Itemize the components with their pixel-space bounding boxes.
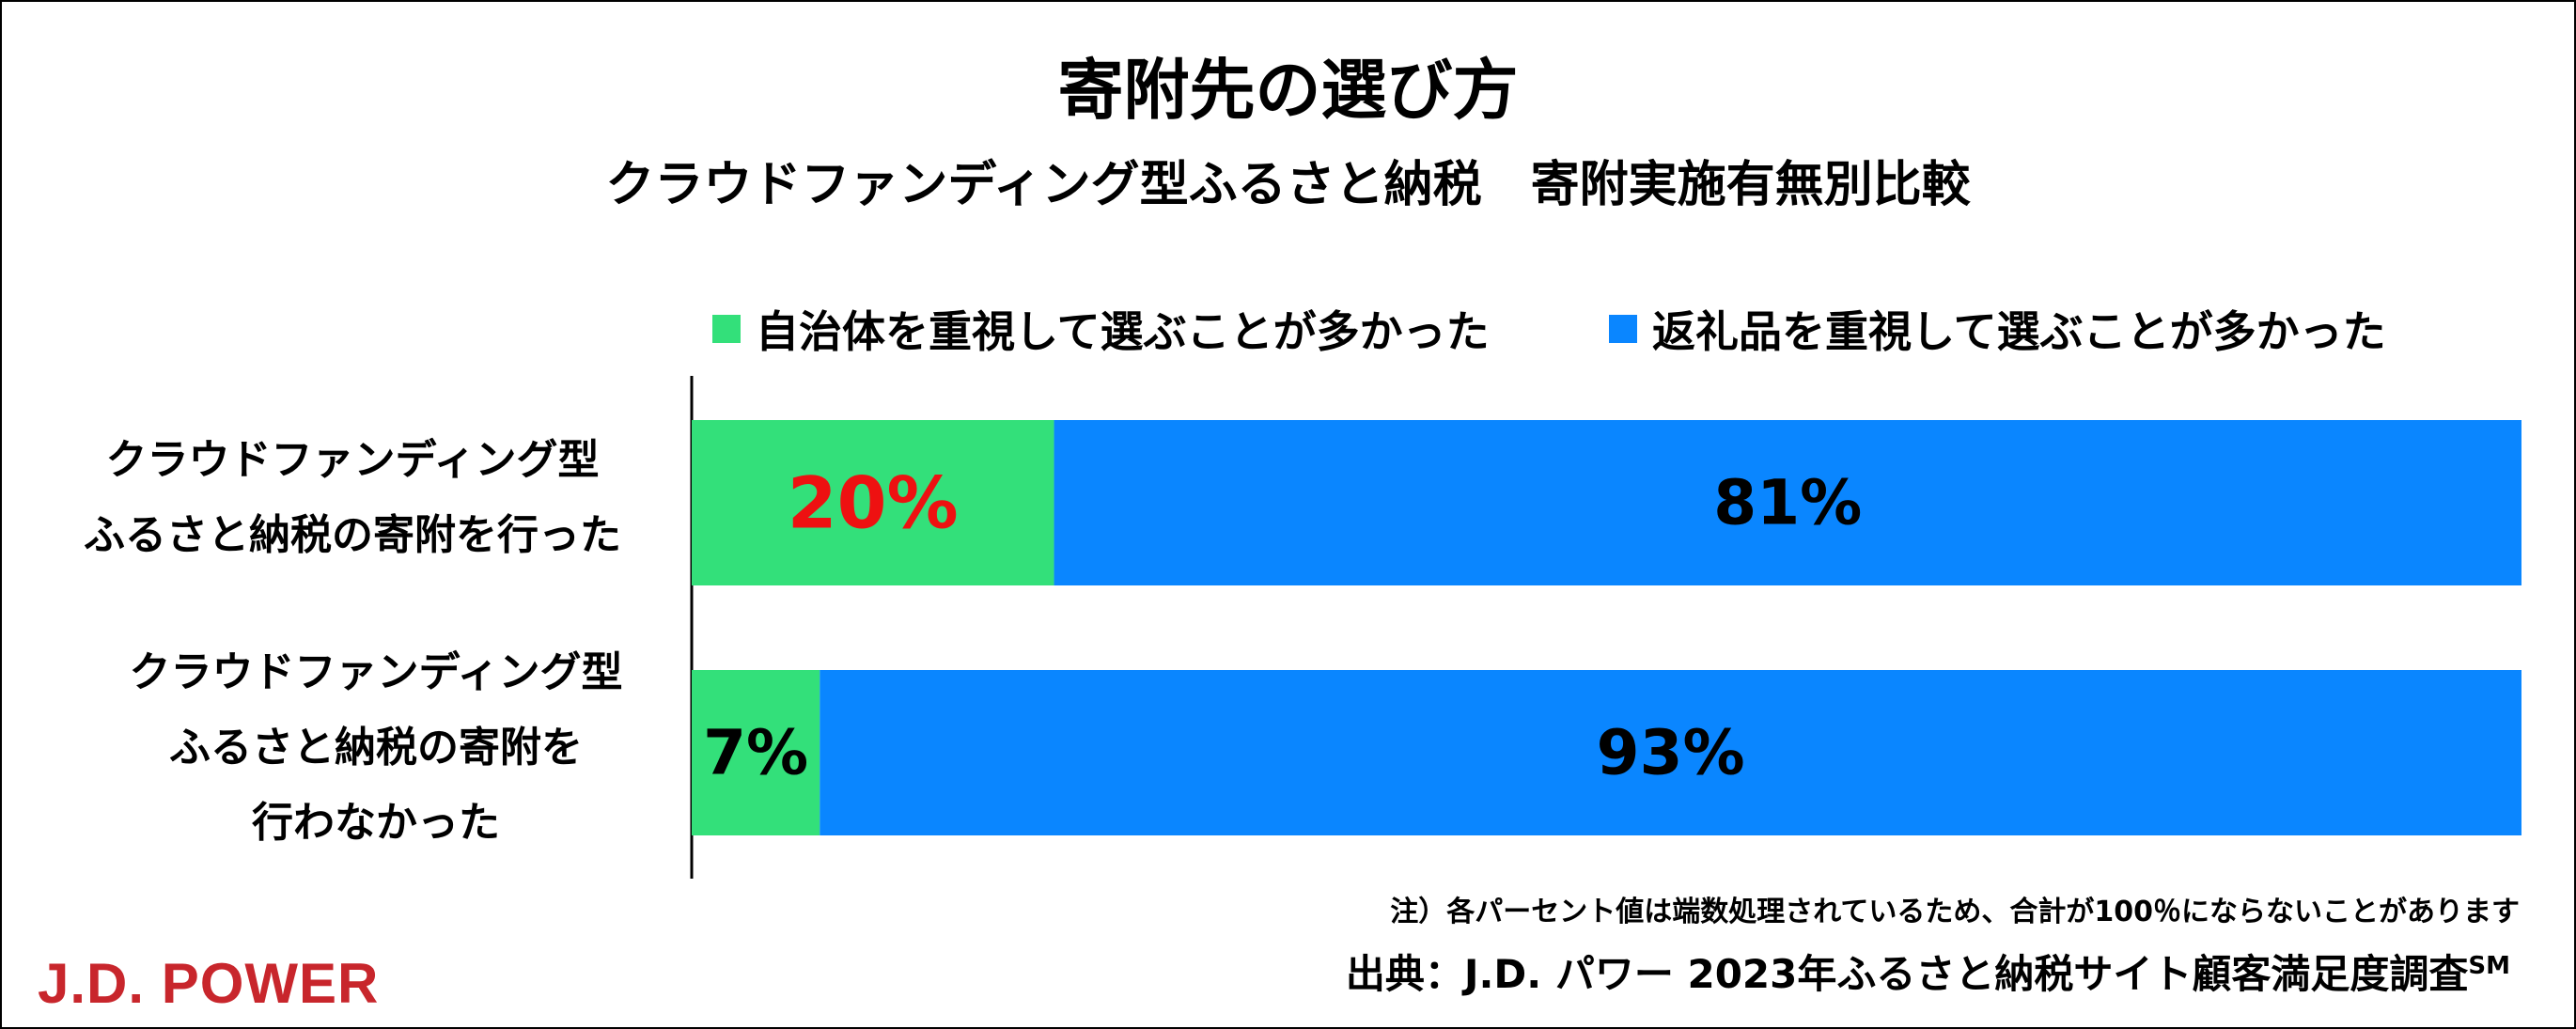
category-label-line: 行わなかった — [252, 799, 500, 847]
chart-subtitle: クラウドファンディング型ふるさと納税 寄附実施有無別比較 — [605, 157, 1971, 213]
data-label-s0-c0: 20% — [788, 461, 959, 545]
data-label-s1-c0: 81% — [1713, 467, 1862, 539]
bar-segment-s0-c1 — [692, 670, 820, 835]
source-text: 出典：J.D. パワー 2023年ふるさと納税サイト顧客満足度調査 — [1345, 951, 2469, 997]
category-label-line: クラウドファンディング型 — [129, 648, 623, 696]
legend-swatch-blue — [1609, 315, 1637, 343]
category-label-line: クラウドファンディング型 — [105, 436, 600, 484]
data-label-s1-c1: 93% — [1597, 717, 1745, 789]
legend-label-local-government: 自治体を重視して選ぶことが多かった — [756, 306, 1490, 357]
legend-label-return-gift: 返礼品を重視して選ぶことが多かった — [1652, 306, 2386, 357]
service-mark: SM — [2468, 952, 2510, 980]
legend-swatch-green — [712, 315, 741, 343]
category-label-line: ふるさと納税の寄附を — [169, 724, 583, 772]
data-label-s0-c1: 7% — [703, 717, 808, 789]
source-citation: 出典：J.D. パワー 2023年ふるさと納税サイト顧客満足度調査SM — [913, 943, 2510, 1000]
bar-segment-s1-c1 — [820, 670, 2521, 835]
category-label-line: ふるさと納税の寄附を行った — [84, 511, 621, 559]
category-label-not-donated: クラウドファンディング型 ふるさと納税の寄附を 行わなかった — [47, 635, 705, 861]
chart-title: 寄附先の選び方 — [1057, 52, 1519, 129]
bar-segment-s0-c0 — [692, 420, 1054, 585]
legend-item-local-government: 自治体を重視して選ぶことが多かった — [712, 299, 1490, 359]
bar-segment-s1-c0 — [1054, 420, 2521, 585]
category-label-donated: クラウドファンディング型 ふるさと納税の寄附を行った — [23, 423, 681, 573]
legend-item-return-gift: 返礼品を重視して選ぶことが多かった — [1609, 299, 2386, 359]
jd-power-logo: J.D. POWER — [38, 952, 380, 1015]
footnote: 注）各パーセント値は端数処理されているため、合計が100％にならないことがありま… — [1390, 896, 2520, 928]
